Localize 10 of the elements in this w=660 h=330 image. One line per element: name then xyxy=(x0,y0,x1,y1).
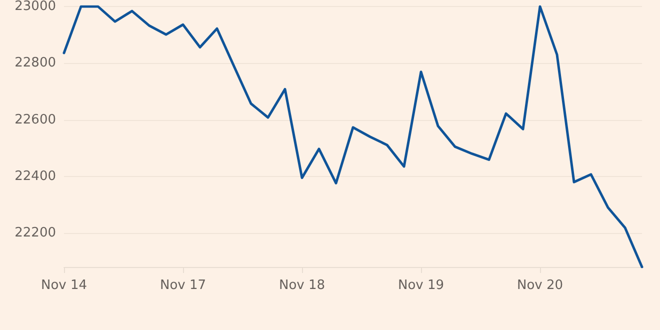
x-tick-label: Nov 20 xyxy=(516,278,564,293)
x-tick-label: Nov 18 xyxy=(278,278,326,293)
y-tick-label: 23000 xyxy=(14,0,56,14)
x-tick-label: Nov 14 xyxy=(40,278,88,293)
x-tick-label: Nov 19 xyxy=(398,278,444,293)
y-tick-label: 22400 xyxy=(14,168,56,184)
y-tick-label: 22200 xyxy=(14,226,56,241)
y-tick-label: 22600 xyxy=(14,112,56,128)
y-tick-label: 22800 xyxy=(14,56,56,71)
x-tick-label: Nov 17 xyxy=(160,278,206,293)
